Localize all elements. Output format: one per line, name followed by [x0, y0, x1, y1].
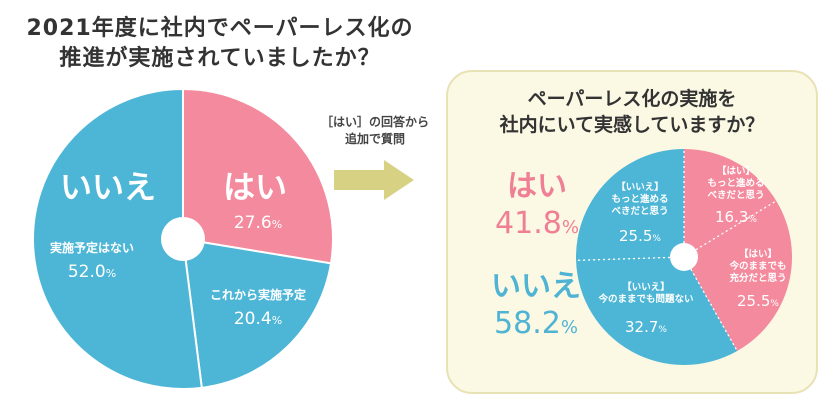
left-pie-yes-label: はい: [223, 168, 287, 206]
right-pie-slice-1-value: 25.5%: [737, 292, 779, 310]
right-pie-divider-2: [690, 268, 738, 352]
right-pie-center-hole: [670, 243, 698, 271]
right-pie-slice-1-label-1: 今のままでも: [728, 260, 786, 272]
left-pie-slice-2: [32, 87, 203, 390]
right-title-line2: 社内にいて実感していますか？: [499, 114, 765, 136]
left-pie-slice-2-value: 52.0%: [68, 262, 116, 282]
right-pie-slice-2-value: 32.7%: [625, 318, 667, 336]
right-pie-slice-1-label-0: 【はい】: [739, 248, 777, 260]
summary-no: いいえ 58.2%: [476, 268, 596, 346]
left-pie-slice-2-label: 実施予定はない: [50, 240, 134, 255]
left-pie-slice-1: [181, 237, 333, 389]
left-pie-slice-0: [182, 87, 334, 265]
summary-no-value: 58.2%: [494, 306, 578, 341]
left-title-line2: 推進が実施されていましたか？: [59, 46, 381, 71]
right-pie-slice-3-label-0: 【いいえ】: [616, 181, 664, 193]
right-pie-slice-2-label-0: 【いいえ】: [622, 281, 670, 293]
right-pie-slice-3-label-1: もっと進める: [611, 193, 668, 205]
right-arrow-icon: [334, 160, 414, 200]
right-pie-slice-2-label-1: 今のままでも問題ない: [597, 293, 693, 305]
arrow-note-line2: 追加で質問: [344, 132, 405, 146]
left-pie-dotted-divider: [184, 258, 203, 388]
right-pie-slice-2: [576, 257, 738, 366]
right-pie-slice-0-label-0: 【はい】: [717, 165, 755, 177]
right-pie-slice-0-label-2: べきだと思う: [707, 190, 764, 201]
left-pie-slice-1-label: これから実施予定: [210, 287, 306, 302]
right-title-line1: ペーパーレス化の実施を: [527, 88, 737, 110]
right-pie-divider-1: [695, 200, 777, 251]
arrow-note-line1: ［はい］の回答から: [320, 115, 429, 129]
right-pie-slice-0-value: 16.3%: [715, 208, 757, 226]
right-pie-divider-3: [576, 256, 671, 262]
summary-yes-value: 41.8%: [495, 206, 579, 241]
right-pie-slice-1-label-2: 充分だと思う: [729, 272, 786, 284]
right-pie-slice-0: [684, 149, 777, 257]
right-pie-slice-1: [684, 200, 793, 351]
arrow-note: ［はい］の回答から 追加で質問: [300, 114, 450, 148]
left-pie-no-label: いいえ: [60, 168, 156, 206]
left-chart-title: 2021年度に社内でペーパーレス化の 推進が実施されていましたか？: [10, 14, 430, 74]
left-pie-center-hole: [161, 217, 205, 261]
summary-yes-label: はい: [507, 169, 567, 204]
summary-no-label: いいえ: [491, 269, 581, 304]
right-pie-slice-3-value: 25.5%: [619, 227, 661, 245]
left-title-line1: 2021年度に社内でペーパーレス化の: [26, 16, 414, 41]
left-pie-slice-1-value: 20.4%: [234, 309, 282, 329]
right-pie-slice-3-label-2: べきだと思う: [611, 206, 668, 217]
right-chart-title: ペーパーレス化の実施を 社内にいて実感していますか？: [448, 86, 816, 138]
summary-yes: はい 41.8%: [482, 168, 592, 246]
right-pie-slice-3: [575, 149, 684, 261]
right-pie-slice-0-label-1: もっと進める: [707, 177, 764, 189]
left-pie-slice-0-value: 27.6%: [234, 213, 282, 233]
